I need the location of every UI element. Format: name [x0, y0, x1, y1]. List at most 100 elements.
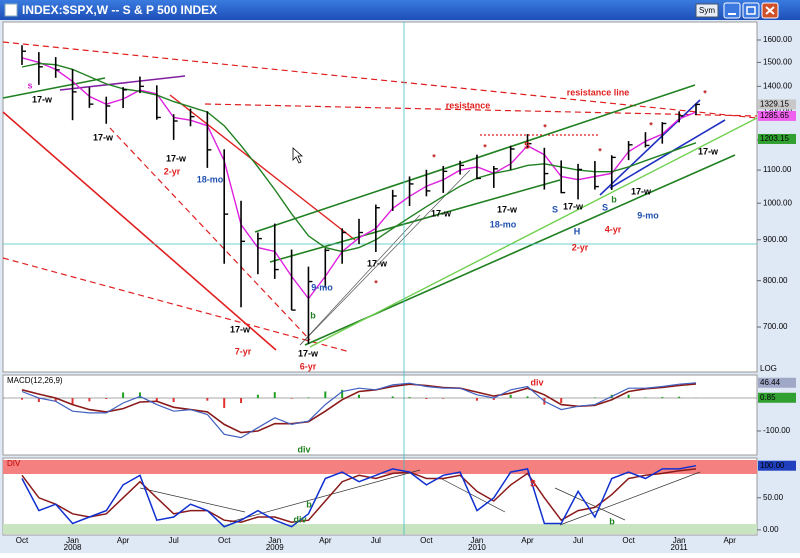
x-tick-label: Jul [169, 536, 179, 545]
annotation: resistance [446, 100, 491, 110]
annotation: 17-w [698, 146, 719, 156]
annotation: s [27, 80, 32, 90]
annotation: 17-w [497, 204, 518, 214]
annotation: 18-mo [490, 219, 517, 229]
x-tick-label: Jul [371, 536, 381, 545]
annotation: 18-mo [197, 174, 224, 184]
log-label: LOG [760, 364, 777, 373]
value-box-label: 46.44 [760, 378, 781, 387]
annotation: S [530, 478, 536, 488]
histogram-bar [594, 397, 596, 398]
histogram-bar [274, 392, 276, 398]
histogram-bar [257, 395, 259, 398]
annotation: * [543, 122, 547, 132]
annotation: div [293, 514, 306, 524]
histogram-bar [88, 398, 90, 401]
annotation: S [552, 204, 558, 214]
annotation: * [703, 88, 707, 98]
annotation: b [611, 194, 617, 204]
panel-title: MACD(12,26,9) [7, 376, 63, 385]
annotation: 4-yr [605, 224, 622, 234]
x-tick-label: Oct [16, 536, 29, 545]
histogram-bar [206, 398, 208, 401]
histogram-bar [291, 398, 293, 399]
annotation: 17-w [367, 258, 388, 268]
annotation: 9-mo [311, 282, 333, 292]
histogram-bar [307, 397, 309, 398]
annotation: S [602, 202, 608, 212]
histogram-bar [324, 391, 326, 398]
annotation: resistance line [567, 87, 630, 97]
annotation: * [649, 120, 653, 130]
histogram-bar [560, 398, 562, 403]
x-year-label: 2010 [468, 543, 486, 552]
annotation: b [609, 516, 615, 526]
annotation: 7-yr [235, 346, 252, 356]
annotation: 17-w [230, 324, 251, 334]
maximize-button[interactable] [743, 3, 759, 18]
x-tick-label: Jul [573, 536, 583, 545]
histogram-bar [173, 398, 175, 402]
annotation: 6-yr [300, 361, 317, 371]
histogram-bar [628, 395, 630, 398]
histogram-bar [442, 398, 444, 399]
annotation: b [306, 499, 312, 509]
annotation: 17-w [563, 201, 584, 211]
annotation: 17-w [166, 153, 187, 163]
macd-panel [3, 375, 757, 455]
x-tick-label: Apr [117, 536, 130, 545]
histogram-bar [510, 395, 512, 398]
annotation: div [530, 377, 543, 387]
annotation: b [310, 310, 316, 320]
histogram-bar [409, 397, 411, 398]
histogram-bar [358, 395, 360, 398]
annotation: 17-w [32, 94, 53, 104]
histogram-bar [476, 398, 478, 401]
x-year-label: 2008 [64, 543, 82, 552]
annotation: 17-w [431, 208, 452, 218]
x-tick-label: Apr [319, 536, 332, 545]
annotation: 2-yr [164, 166, 181, 176]
annotation: * [374, 278, 378, 288]
value-box-label: 1329.15 [760, 99, 789, 108]
x-tick-label: Oct [420, 536, 433, 545]
sym-label: Sym [699, 6, 715, 15]
y-tick-label: 50.00 [763, 493, 784, 502]
histogram-bar [105, 398, 107, 399]
x-year-label: 2011 [671, 543, 689, 552]
value-box-label: 1285.65 [760, 111, 789, 120]
app-icon [5, 4, 17, 16]
annotation: div [297, 444, 310, 454]
annotation: 17-w [631, 186, 652, 196]
x-tick-label: Apr [521, 536, 534, 545]
x-tick-label: Apr [723, 536, 736, 545]
histogram-bar [392, 396, 394, 398]
x-tick-label: Oct [218, 536, 231, 545]
y-tick-label: 1600.00 [763, 35, 792, 44]
y-tick-label: 700.00 [763, 322, 788, 331]
histogram-bar [678, 397, 680, 398]
y-tick-label: 0.00 [763, 525, 779, 534]
annotation: S [524, 140, 530, 150]
y-tick-label: 1400.00 [763, 81, 792, 90]
overbought-band [3, 460, 757, 474]
price-panel [3, 22, 757, 372]
minimize-button[interactable] [724, 3, 740, 18]
annotation: H [574, 226, 581, 236]
x-year-label: 2009 [266, 543, 284, 552]
annotation: 2-yr [572, 242, 589, 252]
panel-title: DIV [7, 459, 21, 468]
histogram-bar [240, 398, 242, 403]
y-tick-label: 1500.00 [763, 57, 792, 66]
annotation: * [483, 142, 487, 152]
histogram-bar [644, 397, 646, 398]
annotation: 9-mo [637, 210, 659, 220]
y-tick-label: 1100.00 [763, 165, 792, 174]
window-title: INDEX:$SPX,W -- S & P 500 INDEX [22, 3, 217, 17]
value-box-label: 0.85 [760, 393, 776, 402]
oversold-band [3, 524, 757, 534]
histogram-bar [122, 392, 124, 398]
y-tick-label: 1000.00 [763, 198, 792, 207]
